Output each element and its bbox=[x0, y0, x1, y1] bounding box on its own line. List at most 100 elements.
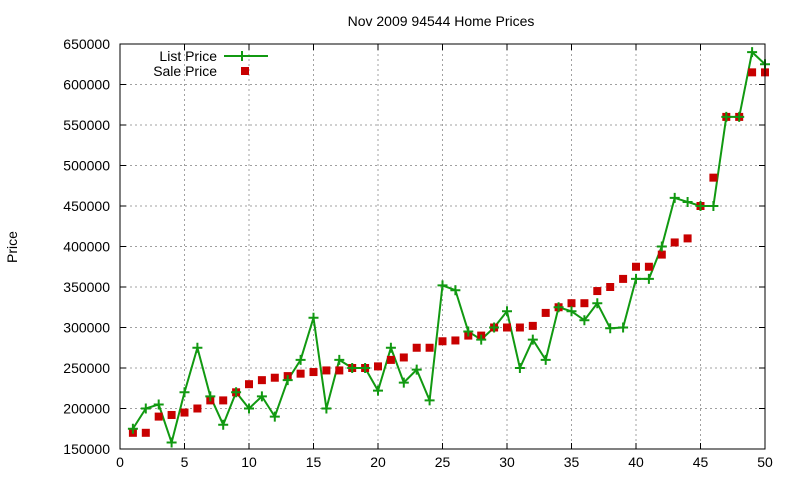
legend-label-sale-price: Sale Price bbox=[153, 63, 217, 79]
x-tick-label: 15 bbox=[306, 454, 322, 470]
sale-price-point bbox=[748, 68, 757, 77]
sale-price-point bbox=[154, 412, 163, 421]
sale-price-point bbox=[374, 362, 382, 371]
y-tick-label: 550000 bbox=[63, 117, 110, 133]
list-price-point bbox=[527, 334, 538, 345]
list-price-point bbox=[450, 285, 461, 296]
series-line-list-price bbox=[132, 51, 766, 444]
y-tick-label: 650000 bbox=[63, 36, 110, 52]
x-tick-label: 20 bbox=[370, 454, 386, 470]
list-price-point bbox=[566, 306, 577, 317]
list-price-point bbox=[437, 280, 448, 291]
sale-price-point bbox=[257, 376, 266, 385]
x-tick-label: 30 bbox=[499, 454, 515, 470]
x-tick-label: 50 bbox=[757, 454, 773, 470]
chart-title: Nov 2009 94544 Home Prices bbox=[348, 13, 535, 29]
list-price-point bbox=[618, 322, 629, 333]
y-tick-label: 350000 bbox=[63, 279, 110, 295]
x-tick-label: 35 bbox=[564, 454, 580, 470]
y-tick-label: 500000 bbox=[63, 158, 110, 174]
list-price-point bbox=[373, 385, 383, 396]
sale-price-point bbox=[683, 234, 692, 243]
list-price-point bbox=[592, 298, 603, 309]
sale-price-point bbox=[541, 308, 550, 317]
y-tick-label: 400000 bbox=[63, 239, 110, 255]
sale-price-point bbox=[632, 262, 640, 271]
list-price-point bbox=[514, 363, 525, 373]
sale-price-point bbox=[245, 380, 253, 389]
list-price-point bbox=[295, 354, 306, 365]
list-price-point bbox=[669, 192, 680, 203]
list-price-point bbox=[424, 395, 435, 406]
list-price-point bbox=[256, 391, 267, 402]
sale-price-point bbox=[412, 343, 421, 352]
sale-price-point bbox=[141, 428, 150, 437]
legend-label-list-price: List Price bbox=[159, 48, 217, 64]
list-price-point bbox=[282, 375, 293, 386]
sale-price-point bbox=[567, 299, 576, 308]
list-price-point bbox=[747, 47, 758, 58]
y-tick-label: 150000 bbox=[63, 441, 110, 457]
sale-price-point bbox=[644, 262, 653, 271]
list-price-point bbox=[656, 241, 667, 252]
sale-price-point bbox=[657, 250, 666, 259]
sale-price-point bbox=[309, 368, 318, 377]
list-price-point bbox=[708, 201, 719, 211]
legend-marker-list-price bbox=[237, 51, 247, 61]
list-price-point bbox=[411, 364, 422, 375]
series-layer bbox=[127, 47, 770, 448]
x-tick-label: 10 bbox=[241, 454, 257, 470]
list-price-point bbox=[308, 312, 319, 323]
sale-price-point bbox=[219, 396, 228, 405]
y-tick-label: 250000 bbox=[63, 360, 110, 376]
sale-price-point bbox=[451, 336, 460, 345]
sale-price-point bbox=[438, 337, 447, 346]
y-axis-label: Price bbox=[4, 231, 20, 263]
sale-price-point bbox=[270, 373, 279, 382]
list-price-point bbox=[605, 323, 616, 334]
list-price-point bbox=[502, 306, 512, 317]
y-tick-label: 200000 bbox=[63, 401, 110, 417]
list-price-point bbox=[540, 354, 551, 365]
list-price-point bbox=[231, 387, 242, 398]
list-price-point bbox=[205, 391, 216, 402]
list-price-point bbox=[334, 354, 345, 365]
list-price-point bbox=[360, 363, 371, 373]
list-price-point bbox=[631, 273, 641, 284]
y-tick-label: 600000 bbox=[63, 77, 110, 93]
list-price-point bbox=[166, 437, 177, 448]
sale-price-point bbox=[515, 323, 524, 332]
list-price-point bbox=[695, 201, 706, 211]
list-price-point bbox=[127, 423, 138, 434]
x-tick-label: 25 bbox=[435, 454, 451, 470]
list-price-point bbox=[385, 342, 396, 353]
list-price-point bbox=[579, 315, 590, 326]
list-price-point bbox=[553, 302, 564, 313]
sale-price-point bbox=[670, 238, 679, 247]
list-price-point bbox=[347, 363, 358, 373]
sale-price-point bbox=[167, 410, 176, 419]
list-price-point bbox=[734, 111, 745, 122]
legend: List Price Sale Price bbox=[153, 48, 268, 79]
sale-price-point bbox=[503, 323, 511, 332]
list-price-point bbox=[489, 322, 500, 333]
list-price-point bbox=[269, 411, 280, 422]
x-tick-label: 0 bbox=[116, 454, 124, 470]
list-price-point bbox=[682, 196, 693, 207]
list-price-point bbox=[463, 326, 474, 337]
list-price-point bbox=[721, 111, 732, 122]
list-price-point bbox=[643, 273, 654, 284]
sale-price-point bbox=[528, 321, 537, 330]
sale-price-point bbox=[335, 366, 344, 375]
sale-price-point bbox=[180, 408, 189, 417]
list-price-point bbox=[140, 403, 151, 414]
sale-price-point bbox=[606, 283, 615, 291]
tick-layer: 0 5 10 15 20 25 30 35 40 45 50 150000 200000 250000 30… bbox=[63, 36, 773, 470]
sale-price-point bbox=[193, 404, 202, 413]
list-price-point bbox=[153, 399, 164, 410]
sale-price-point bbox=[296, 369, 305, 378]
x-tick-label: 40 bbox=[628, 454, 644, 470]
list-price-point bbox=[321, 403, 332, 414]
